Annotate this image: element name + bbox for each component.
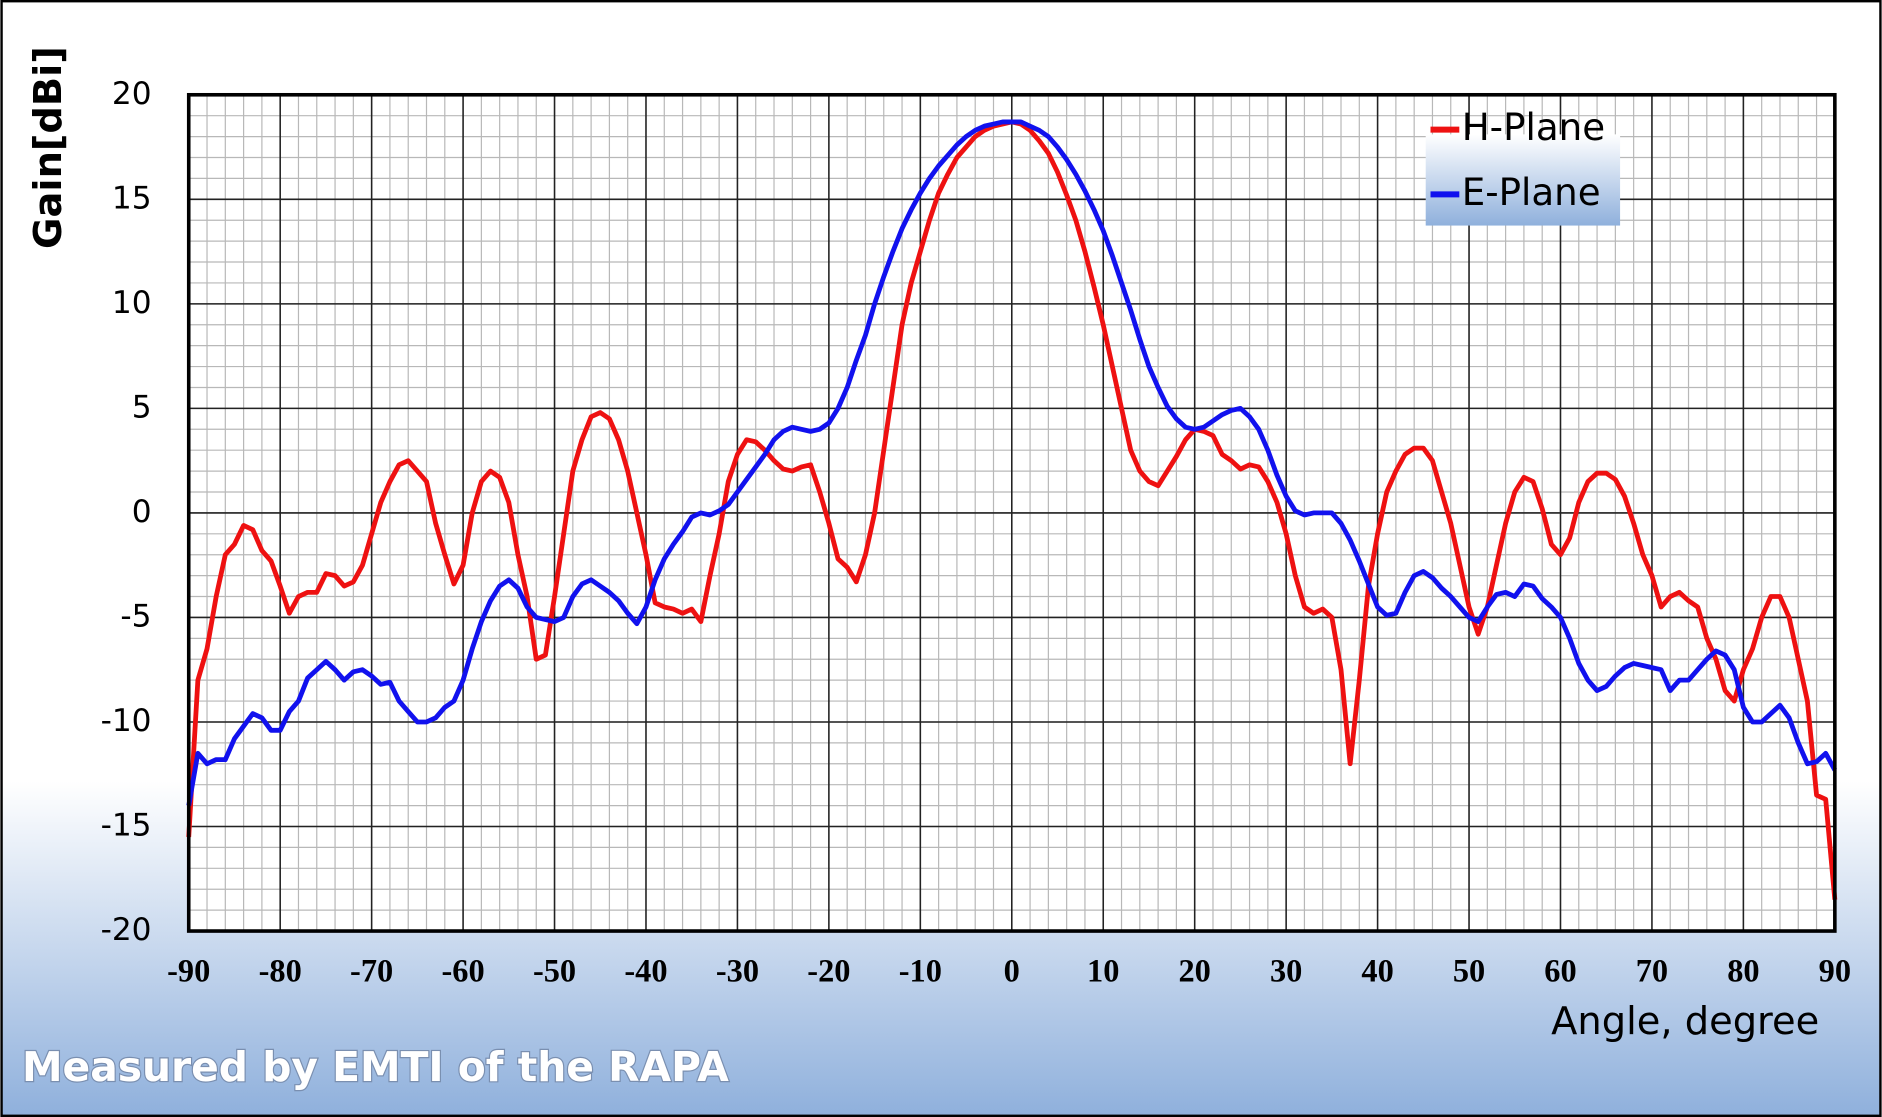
y-tick-label: 5 bbox=[132, 389, 152, 425]
y-tick-label: -5 bbox=[120, 598, 151, 634]
x-tick-label: -60 bbox=[442, 954, 485, 990]
y-tick-label: 10 bbox=[112, 285, 152, 321]
x-tick-label: 90 bbox=[1819, 954, 1851, 990]
y-tick-label: -20 bbox=[101, 912, 152, 948]
y-tick-label: 20 bbox=[112, 76, 152, 112]
x-tick-label: -80 bbox=[259, 954, 302, 990]
legend bbox=[1425, 134, 1621, 226]
x-tick-label: -40 bbox=[624, 954, 667, 990]
x-tick-label: 50 bbox=[1453, 954, 1485, 990]
x-tick-label: 40 bbox=[1361, 954, 1393, 990]
y-tick-label: -15 bbox=[101, 808, 152, 844]
x-tick-label: 70 bbox=[1636, 954, 1668, 990]
x-tick-label: 60 bbox=[1544, 954, 1576, 990]
x-tick-label: 20 bbox=[1179, 954, 1211, 990]
grid bbox=[187, 94, 1836, 932]
x-tick-label: 30 bbox=[1270, 954, 1302, 990]
y-tick-label: 0 bbox=[132, 494, 152, 530]
x-tick-label: 0 bbox=[1004, 954, 1020, 990]
legend-label: E-Plane bbox=[1462, 170, 1601, 214]
x-tick-label: -20 bbox=[807, 954, 850, 990]
x-tick-label: -30 bbox=[716, 954, 759, 990]
x-tick-label: -90 bbox=[167, 954, 210, 990]
x-tick-label: -70 bbox=[350, 954, 393, 990]
plot-frame bbox=[186, 92, 1837, 933]
x-tick-label: 80 bbox=[1727, 954, 1759, 990]
x-tick-label: -10 bbox=[899, 954, 942, 990]
y-tick-label: -10 bbox=[101, 703, 152, 739]
y-tick-label: 15 bbox=[112, 180, 152, 216]
x-tick-label: -50 bbox=[533, 954, 576, 990]
annotation: Measured by EMTI of the RAPA bbox=[22, 1043, 729, 1091]
series-line bbox=[186, 119, 1837, 807]
labels: -90 -80 -70 -60 -50 -40 -30 -20 -10 0 10 20 30 40 50 60… bbox=[101, 76, 1851, 990]
x-axis-label: Angle, degree bbox=[1551, 999, 1819, 1044]
x-tick-label: 10 bbox=[1087, 954, 1119, 990]
lines bbox=[186, 119, 1838, 900]
legend-label: H-Plane bbox=[1462, 105, 1605, 149]
y-axis-label: Gain[dBi] bbox=[26, 46, 71, 249]
